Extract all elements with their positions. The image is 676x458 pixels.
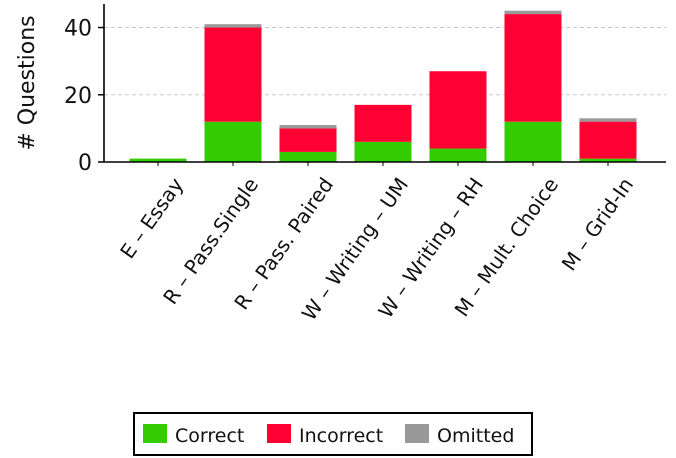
bar-incorrect-r-pass-paired (279, 128, 337, 152)
bar-omitted-r-pass-paired (279, 125, 337, 129)
y-tick-label-40: 40 (64, 17, 92, 42)
legend-label-omitted: Omitted (437, 425, 514, 447)
bars (129, 10, 637, 162)
bar-correct-w-writing-rh (429, 148, 487, 162)
axes (103, 4, 666, 163)
bar-correct-r-pass-single (204, 121, 262, 162)
bar-correct-e-essay (129, 158, 187, 162)
bar-incorrect-w-writing-um (354, 104, 412, 142)
y-axis-label: # Questions (15, 15, 40, 150)
legend-swatch-omitted (405, 424, 429, 443)
y-ticks: 0 20 40 (64, 17, 104, 176)
bar-omitted-m-grid-in (579, 118, 637, 122)
bar-incorrect-m-mult-choice (504, 14, 562, 122)
legend-swatch-incorrect (267, 424, 291, 443)
legend-label-incorrect: Incorrect (299, 425, 383, 447)
legend: Correct Incorrect Omitted (133, 412, 533, 456)
bar-omitted-r-pass-single (204, 24, 262, 28)
y-tick-label-0: 0 (78, 151, 92, 176)
bar-correct-w-writing-um (354, 141, 412, 162)
x-tick-label-e-essay: E – Essay (115, 173, 188, 263)
bar-omitted-m-mult-choice (504, 10, 562, 15)
bar-incorrect-w-writing-rh (429, 71, 487, 149)
y-tick-label-20: 20 (64, 84, 92, 109)
bar-incorrect-r-pass-single (204, 27, 262, 122)
legend-label-correct: Correct (175, 425, 244, 447)
legend-swatch-correct (143, 424, 167, 443)
x-tick-label-m-grid-in: M – Grid-In (557, 173, 638, 275)
legend-box (133, 412, 533, 456)
bar-correct-m-grid-in (579, 158, 637, 162)
bar-correct-r-pass-paired (279, 151, 337, 162)
grid-lines (104, 27, 666, 96)
bar-correct-m-mult-choice (504, 121, 562, 162)
bar-incorrect-m-grid-in (579, 121, 637, 159)
